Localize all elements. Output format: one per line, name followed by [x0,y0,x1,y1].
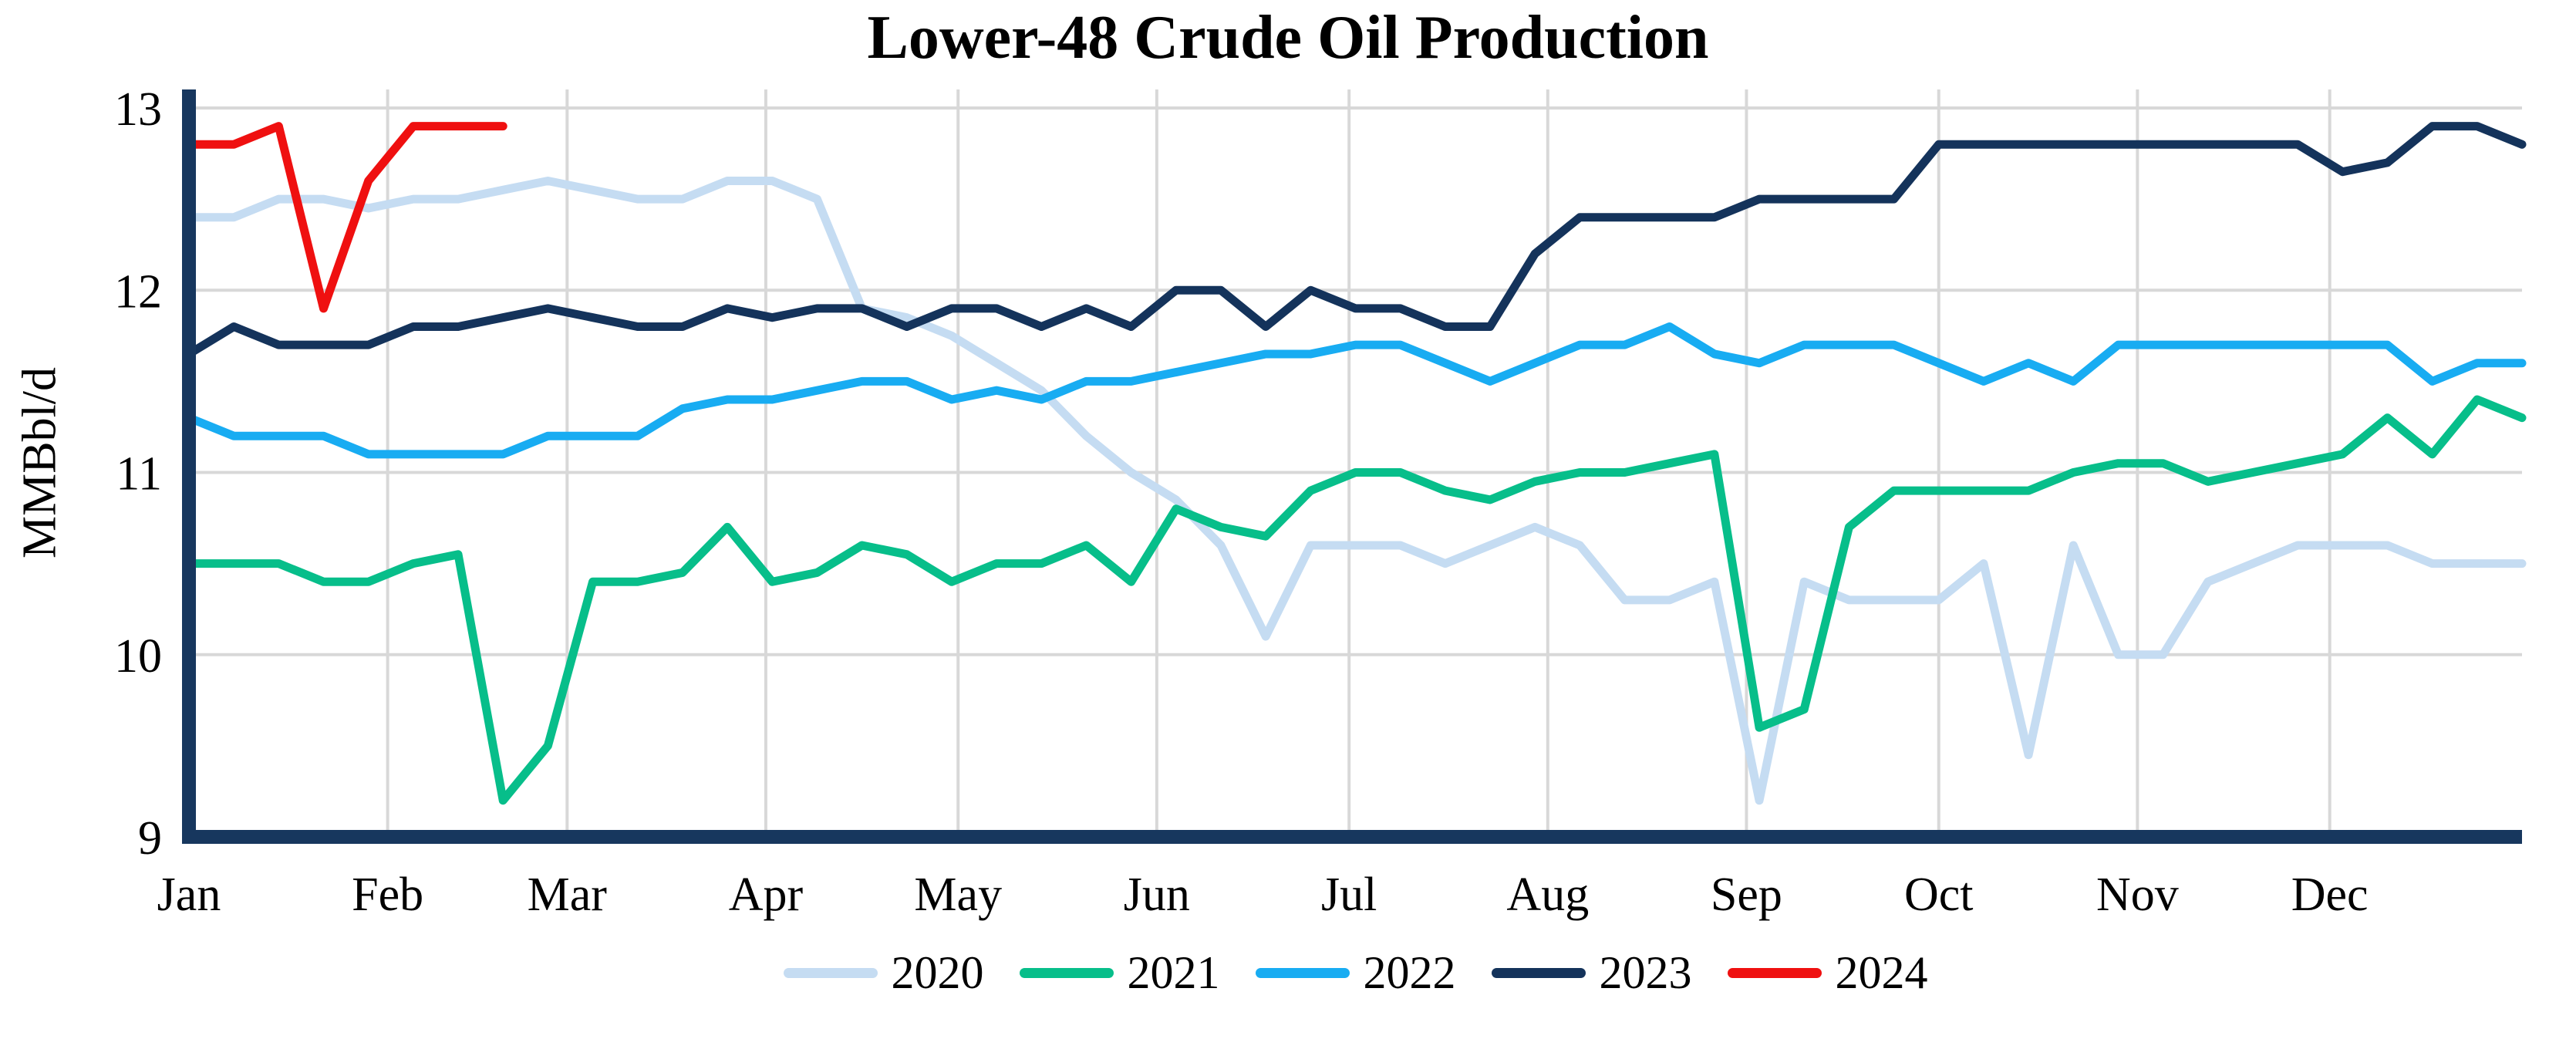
legend-label-2022: 2022 [1363,946,1456,998]
x-tick-label-May: May [914,869,1002,921]
y-tick-label-9: 9 [138,812,162,865]
series-line-2020 [184,177,2527,805]
x-tick-label-Nov: Nov [2096,869,2179,921]
y-tick-label-13: 13 [114,83,162,136]
series-line-2022 [184,322,2527,459]
legend-item-2022: 2022 [1255,946,1456,1000]
legend-label-2020: 2020 [891,946,984,998]
legend-label-2023: 2023 [1599,946,1692,998]
legend-item-2024: 2024 [1727,946,1928,1000]
legend-swatch-2023 [1491,967,1586,978]
legend-label-2021: 2021 [1127,946,1220,998]
legend-label-2024: 2024 [1835,946,1928,998]
x-tick-label-Oct: Oct [1904,869,1974,921]
legend-item-2020: 2020 [783,946,984,1000]
series-line-2021 [184,395,2527,805]
x-tick-label-Mar: Mar [528,869,608,921]
y-tick-label-10: 10 [114,630,162,683]
x-tick-label-Jan: Jan [157,869,221,921]
x-tick-label-Aug: Aug [1506,869,1589,921]
legend-swatch-2021 [1019,967,1114,978]
y-tick-label-12: 12 [114,265,162,318]
legend-swatch-2022 [1255,967,1350,978]
x-tick-label-Jul: Jul [1321,869,1377,921]
series-line-2023 [184,122,2527,359]
x-tick-label-Dec: Dec [2291,869,2369,921]
y-tick-label-11: 11 [116,448,162,501]
x-tick-label-Apr: Apr [729,869,804,921]
series-line-2024 [184,122,507,313]
x-tick-label-Feb: Feb [352,869,423,921]
legend: 2020 2021 2022 2023 2024 [189,938,2522,1007]
legend-item-2023: 2023 [1491,946,1692,1000]
legend-swatch-2020 [783,967,878,978]
x-tick-label-Sep: Sep [1711,869,1782,921]
legend-swatch-2024 [1727,967,1822,978]
chart-title: Lower-48 Crude Oil Production [867,4,1709,72]
legend-item-2021: 2021 [1019,946,1220,1000]
x-tick-label-Jun: Jun [1124,869,1190,921]
